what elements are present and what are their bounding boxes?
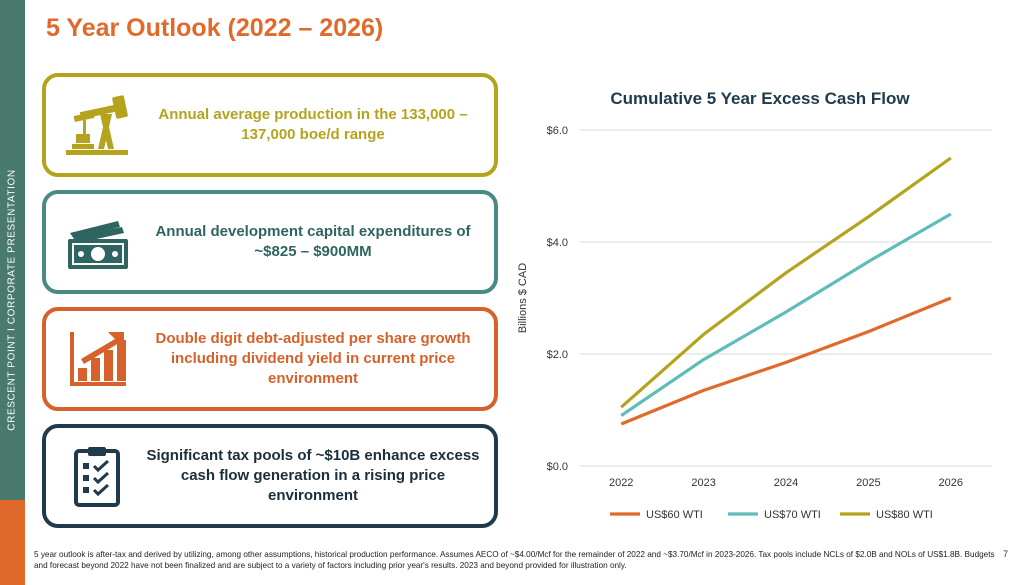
checklist-icon [74, 447, 120, 507]
y-axis-label: Billions $ CAD [517, 263, 529, 333]
legend-label-3: US$80 WTI [876, 509, 933, 521]
sidebar-label: CRESCENT POINT I CORPORATE PRESENTATION [6, 169, 18, 431]
card-growth: Double digit debt-adjusted per share gro… [42, 307, 498, 411]
sidebar-band [0, 0, 25, 500]
page-title: 5 Year Outlook (2022 – 2026) [46, 14, 384, 42]
y-tick-label: $6.0 [547, 125, 568, 137]
y-tick-label: $2.0 [547, 349, 568, 361]
excess-cash-flow-chart: Cumulative 5 Year Excess Cash Flow Billi… [517, 89, 992, 521]
cash-icon [68, 221, 128, 269]
card-production-text: Annual average production in the 133,000… [158, 106, 468, 143]
card-tax-pools: Significant tax pools of ~$10B enhance e… [42, 424, 498, 528]
card-production: Annual average production in the 133,000… [42, 73, 498, 177]
series-line-3 [620, 156, 952, 409]
card-growth-text: Double digit debt-adjusted per share gro… [155, 330, 471, 387]
x-tick-label: 2026 [939, 477, 963, 489]
legend-label-1: US$60 WTI [646, 509, 703, 521]
sidebar-accent [0, 500, 25, 585]
card-capital: Annual development capital expenditures … [42, 190, 498, 294]
y-tick-label: $4.0 [547, 237, 568, 249]
series-line-2 [620, 212, 952, 417]
growth-chart-icon [70, 332, 126, 386]
card-capital-text: Annual development capital expenditures … [155, 223, 471, 260]
footnote: 5 year outlook is after-tax and derived … [34, 550, 995, 570]
x-tick-label: 2022 [609, 477, 633, 489]
chart-title: Cumulative 5 Year Excess Cash Flow [610, 89, 910, 108]
oil-pump-icon [66, 95, 128, 155]
y-tick-label: $0.0 [547, 461, 568, 473]
card-tax-pools-text: Significant tax pools of ~$10B enhance e… [146, 447, 480, 504]
legend-label-2: US$70 WTI [764, 509, 821, 521]
x-tick-label: 2025 [856, 477, 880, 489]
x-tick-label: 2023 [691, 477, 715, 489]
page-number: 7 [1003, 549, 1009, 559]
x-tick-label: 2024 [774, 477, 798, 489]
series-line-1 [620, 296, 952, 426]
